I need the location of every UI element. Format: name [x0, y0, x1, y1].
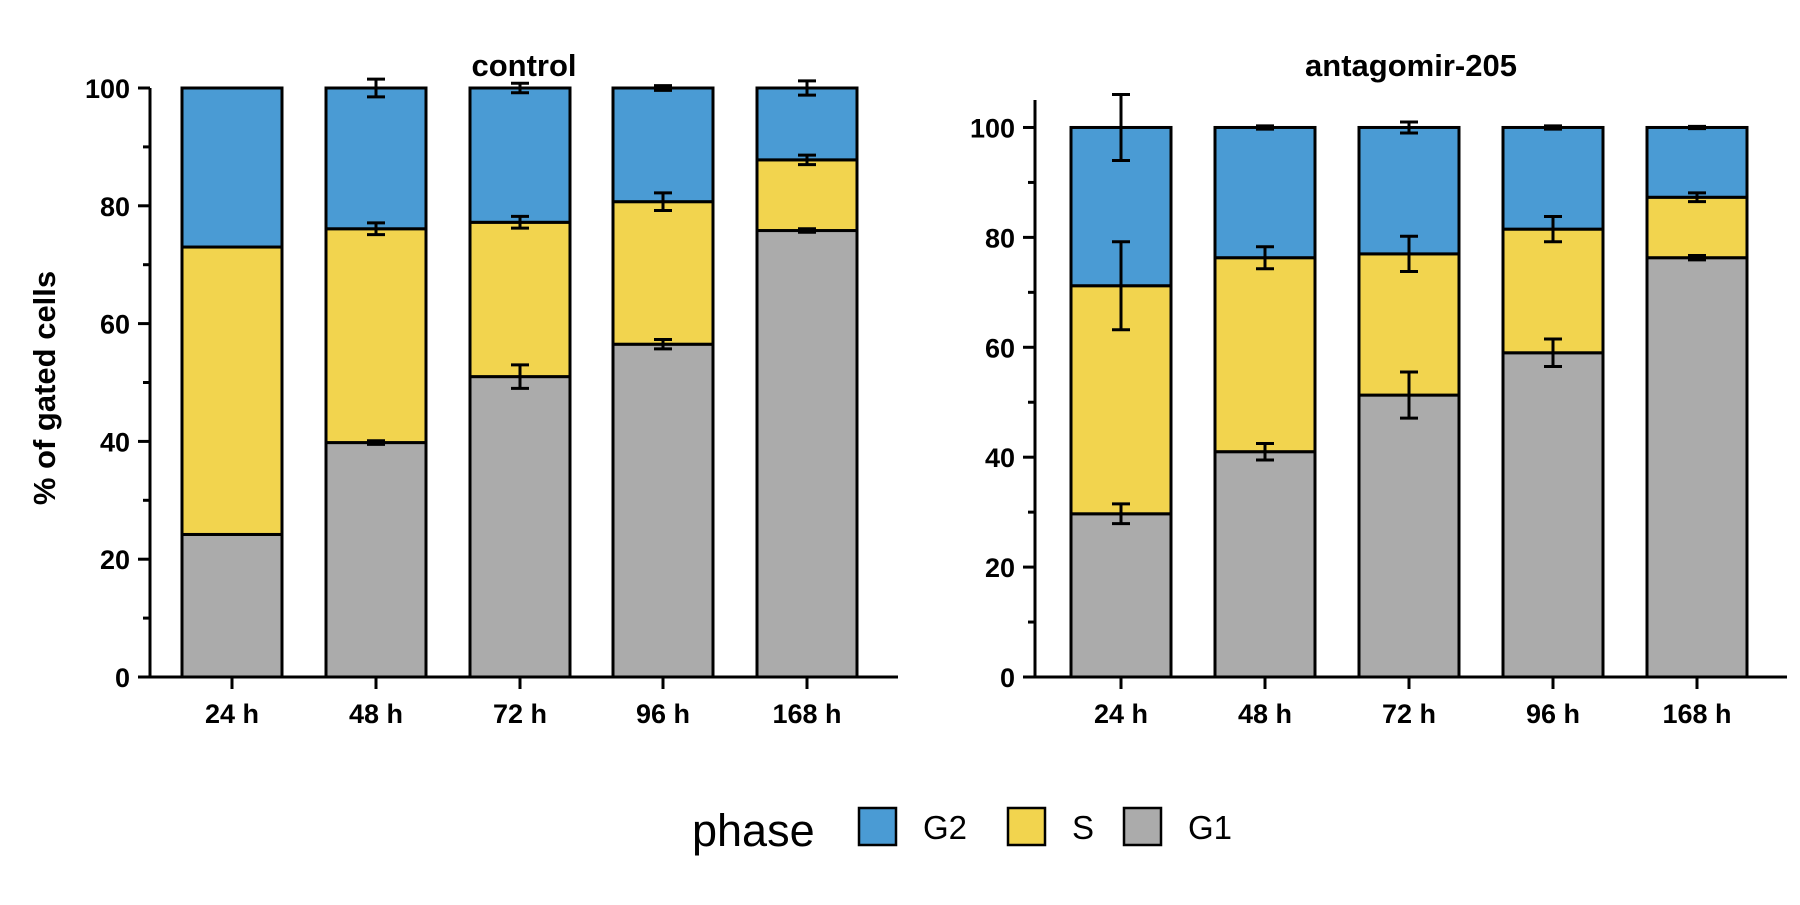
legend-swatch-s [1006, 806, 1047, 847]
x-tick-label: 72 h [493, 699, 547, 729]
legend-label-s: S [1072, 809, 1094, 846]
bar-g1 [468, 375, 572, 679]
bar-g1 [1213, 450, 1317, 679]
bar-s [180, 245, 284, 536]
x-tick-label: 168 h [772, 699, 841, 729]
bar-g2 [1213, 125, 1317, 260]
bar-g1 [1501, 351, 1605, 679]
bar-g1 [1645, 256, 1749, 679]
y-tick-label: 20 [985, 553, 1015, 583]
bar-s [468, 220, 572, 379]
chart-panel-1: antagomir-205 0 20 40 60 80 100 24 h 48 h 72 h 96 … [970, 48, 1787, 729]
x-tick-label: 48 h [349, 699, 403, 729]
bar-g1 [1357, 393, 1461, 679]
bar-g2 [324, 86, 428, 231]
y-tick-label: 60 [985, 333, 1015, 363]
legend-label-g1: G1 [1188, 809, 1232, 846]
bar-g1 [1069, 512, 1173, 679]
x-tick-label: 48 h [1238, 699, 1292, 729]
bar-s [324, 227, 428, 445]
bar-g1 [611, 342, 715, 679]
x-tick-label: 96 h [1526, 699, 1580, 729]
legend-swatch-g1 [1122, 806, 1163, 847]
panel-title: control [471, 48, 576, 83]
bar-g2 [1645, 125, 1749, 199]
legend-swatch-g2 [857, 806, 898, 847]
bar-g2 [755, 86, 859, 162]
error-bar-group [367, 77, 816, 446]
bar-g1 [755, 229, 859, 679]
legend: phase G2 S G1 [692, 805, 1232, 856]
x-tick-label: 72 h [1382, 699, 1436, 729]
y-tick-label: 80 [100, 192, 130, 222]
bar-g2 [1501, 125, 1605, 231]
y-tick-label: 0 [1000, 663, 1015, 693]
bar-s [1501, 227, 1605, 355]
panel-title: antagomir-205 [1305, 48, 1517, 83]
y-tick-label: 100 [85, 74, 130, 104]
y-tick-label: 40 [985, 443, 1015, 473]
y-tick-label: 40 [100, 427, 130, 457]
y-tick-label: 60 [100, 310, 130, 340]
y-axis-title: % of gated cells [27, 271, 62, 505]
bar-s [755, 158, 859, 233]
error-bar-group [1112, 93, 1706, 526]
y-tick-label: 80 [985, 223, 1015, 253]
bar-g1 [180, 532, 284, 679]
x-tick-label: 24 h [205, 699, 259, 729]
y-tick-label: 20 [100, 545, 130, 575]
bar-g1 [324, 441, 428, 679]
x-tick-label: 168 h [1662, 699, 1731, 729]
legend-title: phase [692, 805, 815, 856]
bar-group [1069, 125, 1749, 679]
y-tick-label: 100 [970, 113, 1015, 143]
legend-label-g2: G2 [923, 809, 967, 846]
chart-panel-0: control 0 20 40 60 80 100 24 h 48 h 72 h 96 h 168 h [85, 48, 898, 729]
bar-group [180, 86, 859, 679]
y-tick-label: 0 [115, 663, 130, 693]
bar-g2 [611, 86, 715, 204]
bar-s [611, 200, 715, 346]
bar-g2 [468, 86, 572, 224]
bar-s [1645, 195, 1749, 260]
x-tick-label: 96 h [636, 699, 690, 729]
bar-g2 [180, 86, 284, 249]
x-tick-label: 24 h [1094, 699, 1148, 729]
bar-s [1213, 256, 1317, 454]
